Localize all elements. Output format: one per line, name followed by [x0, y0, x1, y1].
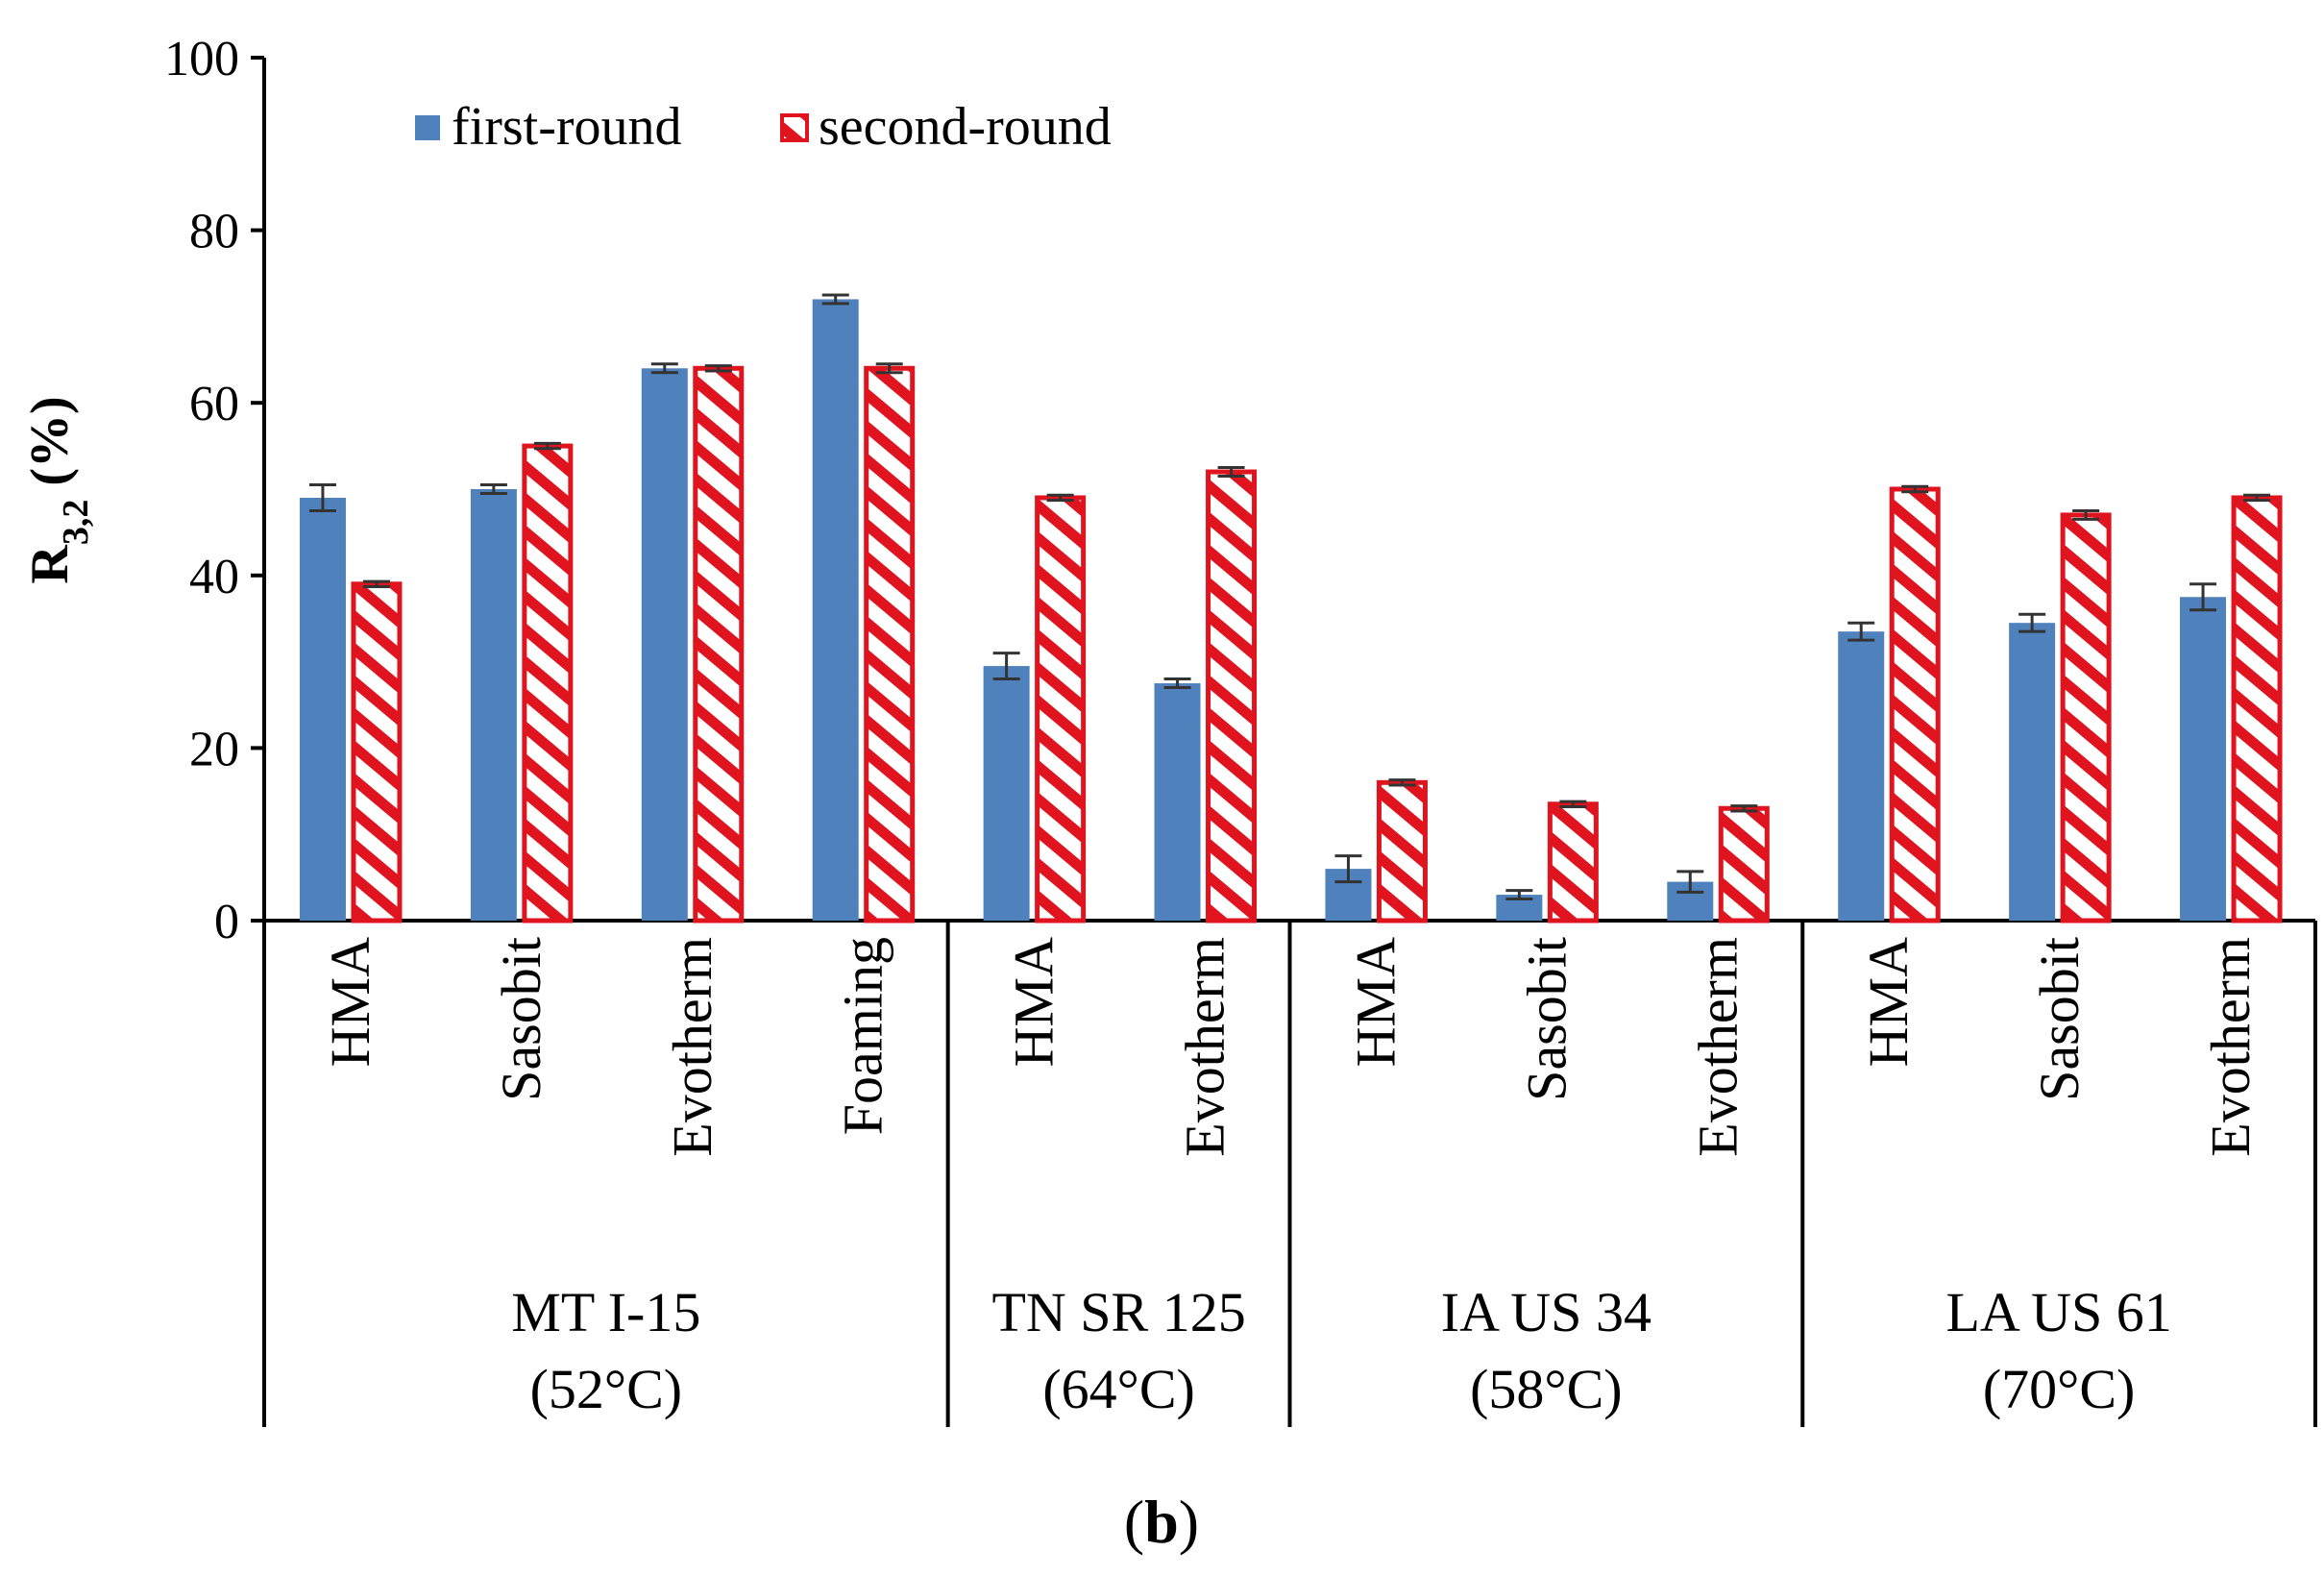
- bar-second-round: [522, 443, 574, 923]
- y-tick-label: 80: [189, 205, 239, 259]
- labels: MT I-15 (52°C) TN SR 125 (64°C) IA US 34 (58°…: [20, 396, 2262, 1556]
- bar-first-round: [812, 299, 859, 921]
- group-label-temp: (64°C): [1042, 1358, 1195, 1420]
- category-label: Sasobit: [2028, 937, 2091, 1101]
- bar-first-round: [983, 666, 1030, 921]
- category-label: HMA: [1003, 937, 1065, 1067]
- category-label: Evotherm: [661, 937, 723, 1157]
- category-label: Foaming: [832, 937, 894, 1135]
- category-label: Evotherm: [1686, 937, 1749, 1157]
- bar-second-round: [2060, 512, 2112, 923]
- bar-second-round: [1376, 779, 1428, 923]
- legend-swatch-second-round: [780, 113, 809, 142]
- legend-swatch-first-round: [415, 115, 440, 140]
- group-label-name: LA US 61: [1945, 1281, 2171, 1343]
- category-label: HMA: [1344, 937, 1407, 1067]
- bar-second-round: [1547, 801, 1599, 923]
- axes: 0 20 40 60 80 100: [164, 32, 2317, 1427]
- bar-first-round: [1154, 683, 1201, 921]
- y-tick-label: 20: [189, 722, 239, 776]
- group-label-temp: (58°C): [1470, 1358, 1623, 1420]
- bar-first-round: [1838, 631, 1885, 921]
- category-label: Sasobit: [1515, 937, 1578, 1101]
- bar-second-round: [1718, 805, 1770, 923]
- group-label-temp: (52°C): [530, 1358, 683, 1420]
- bar-first-round: [470, 489, 517, 921]
- legend-label-second-round: second-round: [819, 97, 1112, 157]
- group-label-name: MT I-15: [511, 1281, 700, 1343]
- y-tick-label: 40: [189, 550, 239, 604]
- category-label: Evotherm: [1174, 937, 1236, 1157]
- bar-second-round: [693, 365, 745, 923]
- bar-second-round: [1206, 469, 1258, 923]
- category-label: Sasobit: [490, 937, 552, 1101]
- group-label-name: IA US 34: [1441, 1281, 1651, 1343]
- bars: [299, 293, 2283, 923]
- bar-first-round: [299, 497, 346, 921]
- bar-second-round: [1889, 486, 1941, 923]
- group-label-temp: (70°C): [1983, 1358, 2136, 1420]
- category-label: HMA: [319, 937, 381, 1067]
- bar-second-round: [2231, 495, 2283, 923]
- y-tick-label: 100: [164, 32, 239, 86]
- category-label: HMA: [1857, 937, 1920, 1067]
- legend-label-first-round: first-round: [452, 97, 682, 157]
- bar-first-round: [2009, 623, 2056, 921]
- bar-second-round: [351, 581, 403, 923]
- y-axis-label: R3,2 (%): [20, 396, 96, 583]
- bar-first-round: [641, 368, 688, 921]
- bar-first-round: [2180, 597, 2227, 921]
- bar-second-round: [1035, 495, 1087, 923]
- legend: first-round second-round: [415, 97, 1112, 157]
- category-label: Evotherm: [2199, 937, 2262, 1157]
- y-tick-label: 60: [189, 377, 239, 431]
- figure-caption: (b): [1124, 1488, 1199, 1556]
- bar-second-round: [864, 365, 916, 923]
- y-tick-label: 0: [214, 895, 239, 949]
- group-label-name: TN SR 125: [991, 1281, 1245, 1343]
